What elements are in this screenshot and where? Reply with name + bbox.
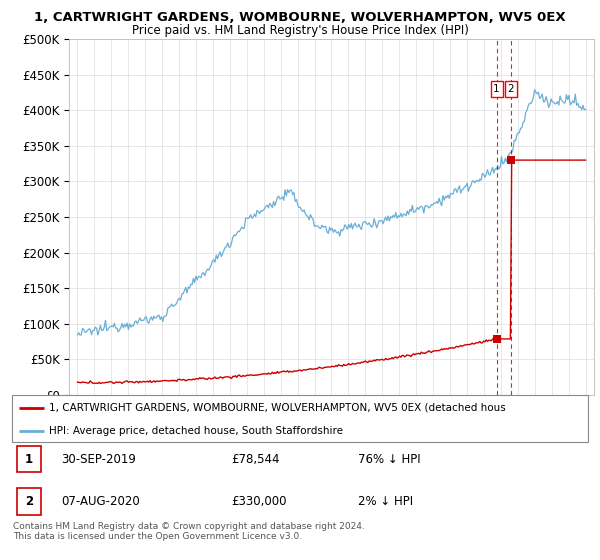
Text: 30-SEP-2019: 30-SEP-2019 [61, 452, 136, 465]
Text: 1: 1 [25, 452, 33, 465]
Text: HPI: Average price, detached house, South Staffordshire: HPI: Average price, detached house, Sout… [49, 426, 343, 436]
Text: 07-AUG-2020: 07-AUG-2020 [61, 495, 140, 508]
Text: £330,000: £330,000 [231, 495, 286, 508]
Text: 2% ↓ HPI: 2% ↓ HPI [358, 495, 413, 508]
Text: 1: 1 [493, 84, 500, 94]
FancyBboxPatch shape [12, 395, 588, 442]
FancyBboxPatch shape [17, 446, 41, 472]
Text: 1, CARTWRIGHT GARDENS, WOMBOURNE, WOLVERHAMPTON, WV5 0EX (detached hous: 1, CARTWRIGHT GARDENS, WOMBOURNE, WOLVER… [49, 403, 506, 413]
Text: 2: 2 [25, 495, 33, 508]
Text: 1, CARTWRIGHT GARDENS, WOMBOURNE, WOLVERHAMPTON, WV5 0EX: 1, CARTWRIGHT GARDENS, WOMBOURNE, WOLVER… [34, 11, 566, 24]
Text: £78,544: £78,544 [231, 452, 280, 465]
Text: 76% ↓ HPI: 76% ↓ HPI [358, 452, 420, 465]
Text: Price paid vs. HM Land Registry's House Price Index (HPI): Price paid vs. HM Land Registry's House … [131, 24, 469, 36]
Text: 2: 2 [508, 84, 514, 94]
Text: Contains HM Land Registry data © Crown copyright and database right 2024.
This d: Contains HM Land Registry data © Crown c… [13, 522, 365, 542]
FancyBboxPatch shape [17, 488, 41, 515]
